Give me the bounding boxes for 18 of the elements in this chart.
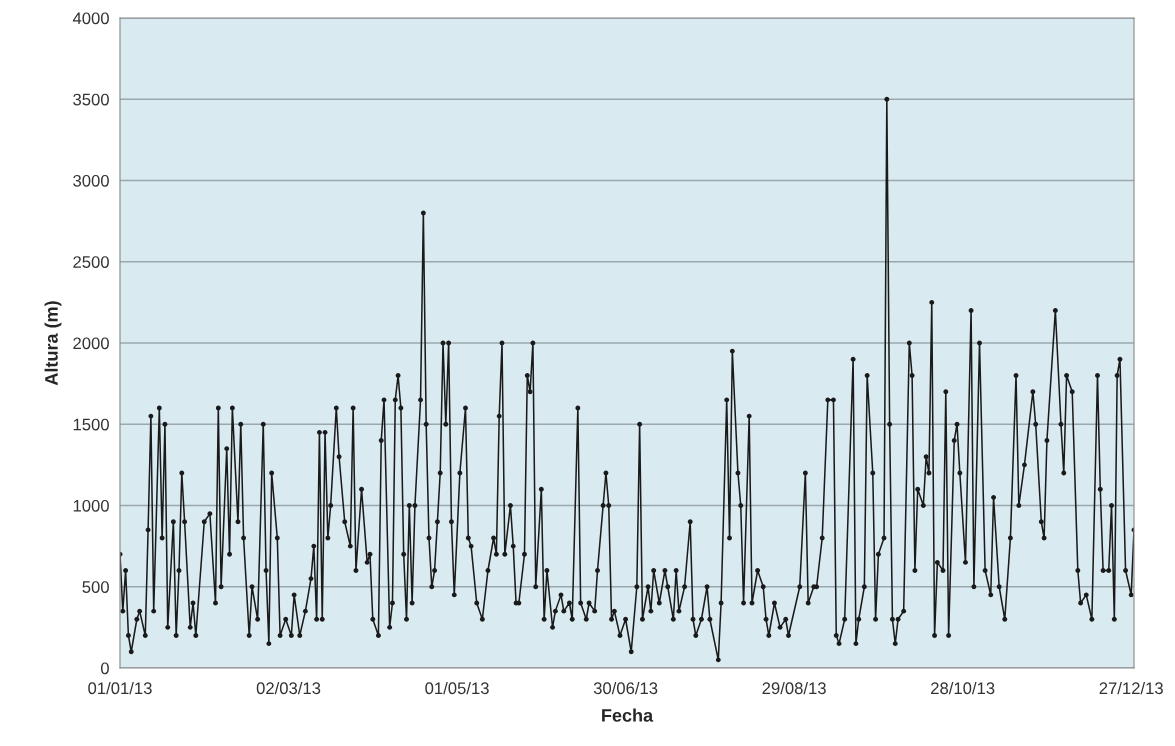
x-tick-label: 01/05/13	[425, 681, 489, 695]
y-axis-title: Altura (m)	[44, 301, 62, 386]
y-tick-label: 3000	[73, 174, 109, 187]
x-tick-label: 27/12/13	[1099, 681, 1163, 695]
x-tick-label: 01/01/13	[88, 681, 152, 695]
y-tick-label: 2000	[73, 337, 109, 350]
y-tick-label: 1000	[73, 499, 109, 512]
y-tick-label: 4000	[72, 12, 109, 25]
x-tick-label: 28/10/13	[931, 681, 995, 695]
y-tick-label: 3500	[73, 93, 109, 106]
x-tick-label: 29/08/13	[762, 681, 826, 695]
x-axis-title: Fecha	[602, 708, 654, 722]
x-tick-label: 02/03/13	[256, 681, 321, 695]
x-tick-label: 30/06/13	[593, 681, 658, 695]
y-tick-label: 0	[100, 662, 109, 675]
y-tick-label: 500	[82, 581, 109, 593]
y-tick-label: 2500	[73, 256, 109, 268]
y-tick-label: 1500	[73, 418, 109, 431]
